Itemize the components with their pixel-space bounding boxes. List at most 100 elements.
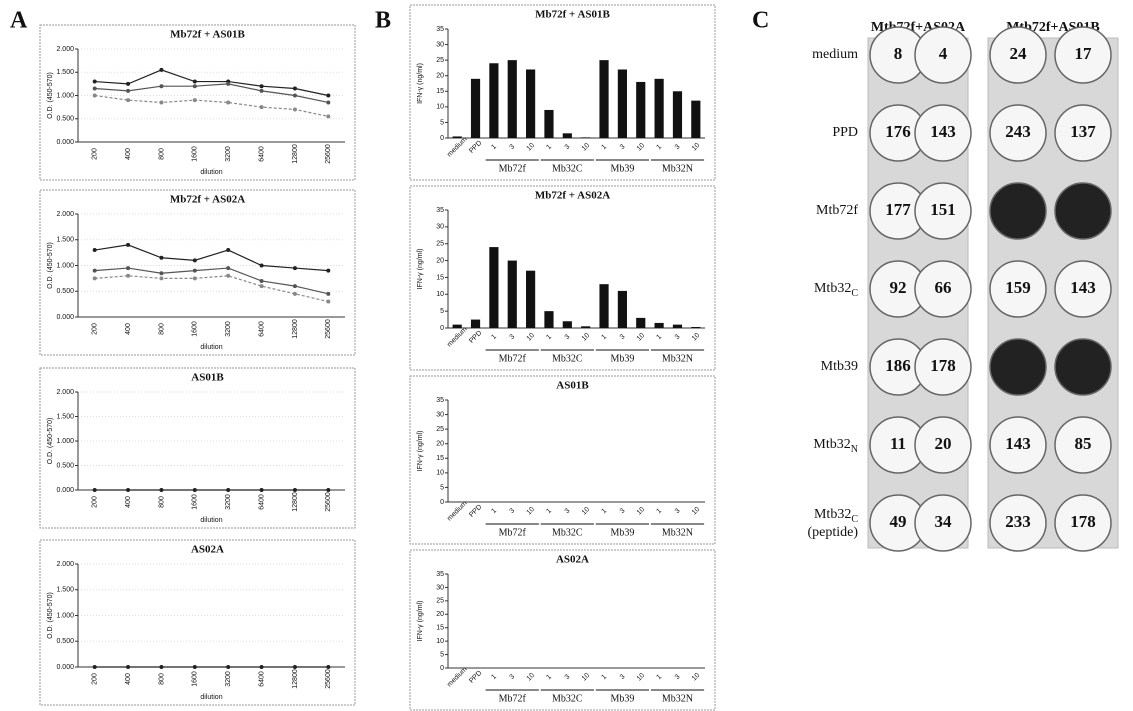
well bbox=[1054, 182, 1112, 240]
line-point bbox=[159, 67, 164, 72]
x-tick-label: 3200 bbox=[225, 146, 232, 162]
line-point bbox=[192, 276, 197, 281]
x-tick-label: 400 bbox=[125, 323, 132, 335]
line-point bbox=[259, 84, 264, 89]
x-tick-label: 3 bbox=[509, 143, 517, 151]
group-label: Mb32C bbox=[552, 693, 583, 704]
line-series bbox=[94, 69, 329, 97]
bar bbox=[470, 78, 481, 138]
group-label: Mb32N bbox=[662, 163, 693, 174]
row-label: Mtb32C bbox=[814, 507, 858, 525]
x-tick-label: 10 bbox=[581, 142, 592, 153]
y-tick-label: 2.000 bbox=[56, 561, 74, 568]
x-tick-label: 25600 bbox=[325, 492, 332, 512]
y-tick-label: 35 bbox=[436, 397, 444, 404]
bar bbox=[526, 270, 536, 328]
x-tick-label: 3 bbox=[564, 507, 572, 515]
x-tick-label: 800 bbox=[158, 323, 165, 335]
y-tick-label: 1.000 bbox=[56, 92, 74, 99]
x-tick-label: 1600 bbox=[192, 146, 199, 162]
group-label: Mb72f bbox=[499, 163, 527, 174]
line-point bbox=[92, 79, 97, 84]
line-point bbox=[159, 488, 164, 492]
group-label: Mb72f bbox=[499, 353, 527, 364]
bar bbox=[507, 260, 517, 328]
x-tick-label: 6400 bbox=[258, 671, 265, 687]
x-tick-label: 1 bbox=[545, 333, 553, 341]
line-point bbox=[259, 88, 264, 93]
line-point bbox=[126, 98, 131, 103]
row-label: Mtb32C bbox=[814, 281, 858, 299]
x-tick-label: 1 bbox=[545, 143, 553, 151]
y-tick-label: 2.000 bbox=[56, 46, 74, 53]
row-label: medium bbox=[812, 47, 858, 62]
well bbox=[914, 104, 972, 162]
x-tick-label: 1 bbox=[490, 143, 498, 151]
y-tick-label: 20 bbox=[436, 611, 444, 618]
y-tick-label: 30 bbox=[436, 41, 444, 48]
row-label-sub: C bbox=[851, 514, 858, 525]
x-tick-label: 1 bbox=[490, 673, 498, 681]
x-tick-label: 6400 bbox=[258, 494, 265, 510]
x-tick-label: 1 bbox=[600, 333, 608, 341]
y-tick-label: 25 bbox=[436, 426, 444, 433]
line-point bbox=[92, 276, 97, 281]
well bbox=[914, 338, 972, 396]
line-point bbox=[292, 107, 297, 112]
y-tick-label: 10 bbox=[436, 638, 444, 645]
line-point bbox=[226, 248, 231, 253]
line-point bbox=[226, 488, 231, 492]
group-label: Mb39 bbox=[610, 353, 634, 364]
x-tick-label: 1 bbox=[655, 673, 663, 681]
line-point bbox=[159, 84, 164, 89]
x-tick-label: 1 bbox=[600, 143, 608, 151]
y-axis-label: O.D. (450-570) bbox=[47, 592, 54, 639]
group-label: Mb32N bbox=[662, 693, 693, 704]
bar bbox=[654, 322, 664, 328]
x-tick-label: 1 bbox=[600, 507, 608, 515]
y-axis-label: IFN-γ (ng/ml) bbox=[417, 249, 424, 290]
x-tick-label: 10 bbox=[636, 142, 647, 153]
spot-count: 143 bbox=[930, 122, 956, 141]
line-point bbox=[192, 79, 197, 84]
y-tick-label: 5 bbox=[440, 308, 444, 315]
x-tick-label: 3 bbox=[619, 333, 627, 341]
spot-count: 34 bbox=[935, 512, 953, 531]
bar bbox=[489, 63, 499, 138]
line-series bbox=[94, 275, 329, 303]
line-point bbox=[192, 488, 197, 492]
line-point bbox=[292, 266, 297, 271]
chart-frame bbox=[409, 185, 716, 371]
row-label: Mtb32N bbox=[813, 437, 858, 455]
x-tick-label: 200 bbox=[92, 323, 99, 335]
line-series bbox=[94, 94, 329, 118]
line-point bbox=[192, 258, 197, 263]
y-tick-label: 15 bbox=[436, 625, 444, 632]
y-tick-label: 1.000 bbox=[56, 612, 74, 619]
line-point bbox=[226, 665, 231, 669]
line-point bbox=[92, 488, 97, 492]
chart-title: AS01B bbox=[556, 380, 589, 392]
line-point bbox=[192, 98, 197, 103]
line-point bbox=[92, 93, 97, 98]
row-label: PPD bbox=[832, 125, 858, 140]
y-tick-label: 20 bbox=[436, 73, 444, 80]
well bbox=[914, 26, 972, 84]
chart-title: Mb72f + AS02A bbox=[170, 194, 245, 206]
line-point bbox=[259, 105, 264, 110]
spot-count: 151 bbox=[930, 200, 956, 219]
well bbox=[989, 494, 1047, 552]
row-label-sub: C bbox=[851, 288, 858, 299]
x-tick-label: 3 bbox=[674, 507, 682, 515]
well bbox=[914, 416, 972, 474]
y-tick-label: 5 bbox=[440, 484, 444, 491]
x-tick-label: 10 bbox=[581, 672, 592, 683]
spot-count: 24 bbox=[1010, 44, 1028, 63]
y-tick-label: 30 bbox=[436, 584, 444, 591]
y-tick-label: 30 bbox=[436, 224, 444, 231]
x-tick-label: 3 bbox=[509, 673, 517, 681]
group-label: Mb72f bbox=[499, 693, 527, 704]
chart-frame bbox=[409, 549, 716, 711]
bar bbox=[507, 60, 517, 139]
line-point bbox=[226, 266, 231, 271]
